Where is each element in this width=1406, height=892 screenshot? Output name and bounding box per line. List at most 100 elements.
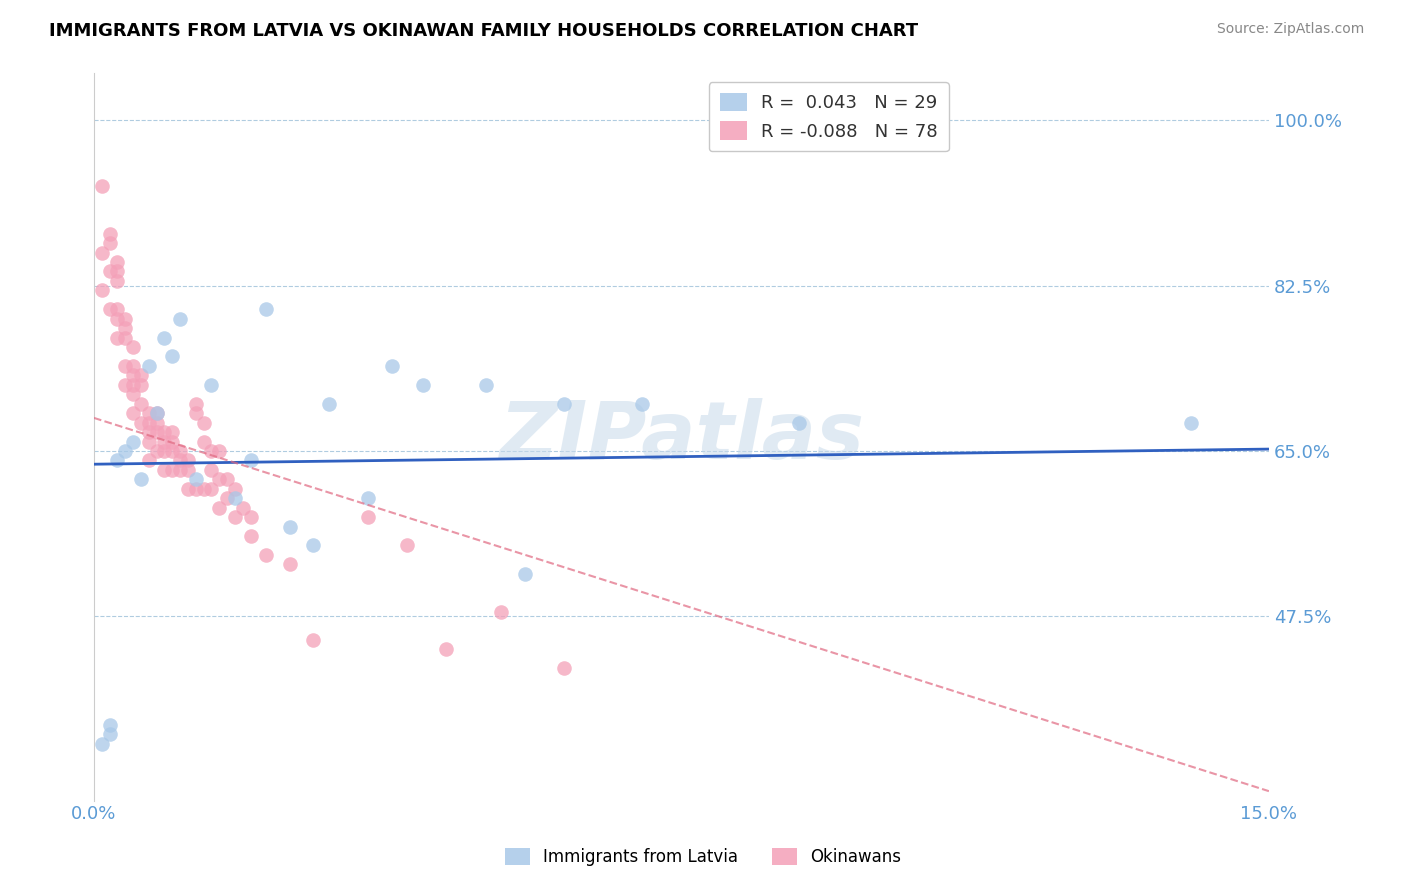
Point bbox=[436, 642, 458, 657]
Point bbox=[114, 377, 136, 392]
Point bbox=[254, 302, 277, 317]
Point bbox=[107, 330, 129, 344]
Point bbox=[787, 416, 810, 430]
Point bbox=[278, 519, 301, 533]
Point bbox=[631, 397, 654, 411]
Point bbox=[193, 416, 215, 430]
Point bbox=[90, 179, 112, 194]
Point bbox=[107, 302, 129, 317]
Point bbox=[145, 416, 167, 430]
Point bbox=[200, 377, 222, 392]
Point bbox=[200, 444, 222, 458]
Point bbox=[208, 500, 231, 515]
Point bbox=[145, 425, 167, 439]
Point bbox=[138, 453, 160, 467]
Point bbox=[553, 661, 575, 675]
Point bbox=[224, 510, 246, 524]
Point bbox=[162, 444, 184, 458]
Legend: R =  0.043   N = 29, R = -0.088   N = 78: R = 0.043 N = 29, R = -0.088 N = 78 bbox=[709, 82, 949, 152]
Point bbox=[107, 255, 129, 269]
Point bbox=[193, 482, 215, 496]
Point bbox=[162, 434, 184, 449]
Point bbox=[302, 632, 325, 647]
Point bbox=[138, 406, 160, 420]
Point bbox=[129, 472, 152, 486]
Point bbox=[208, 472, 231, 486]
Point bbox=[122, 434, 145, 449]
Point bbox=[90, 283, 112, 297]
Point bbox=[224, 491, 246, 506]
Point bbox=[208, 444, 231, 458]
Point bbox=[107, 264, 129, 278]
Point bbox=[239, 529, 262, 543]
Point bbox=[153, 330, 176, 344]
Point bbox=[412, 377, 434, 392]
Point bbox=[224, 482, 246, 496]
Point bbox=[153, 425, 176, 439]
Point bbox=[114, 359, 136, 373]
Text: IMMIGRANTS FROM LATVIA VS OKINAWAN FAMILY HOUSEHOLDS CORRELATION CHART: IMMIGRANTS FROM LATVIA VS OKINAWAN FAMIL… bbox=[49, 22, 918, 40]
Point bbox=[169, 444, 191, 458]
Point bbox=[169, 453, 191, 467]
Point bbox=[239, 510, 262, 524]
Point bbox=[122, 340, 145, 354]
Point bbox=[162, 463, 184, 477]
Legend: Immigrants from Latvia, Okinawans: Immigrants from Latvia, Okinawans bbox=[498, 841, 908, 873]
Point bbox=[114, 444, 136, 458]
Point bbox=[1180, 416, 1202, 430]
Point bbox=[129, 377, 152, 392]
Point bbox=[122, 359, 145, 373]
Point bbox=[381, 359, 404, 373]
Point bbox=[138, 416, 160, 430]
Point bbox=[153, 434, 176, 449]
Point bbox=[129, 397, 152, 411]
Point bbox=[98, 227, 121, 241]
Point bbox=[162, 425, 184, 439]
Point bbox=[474, 377, 496, 392]
Point bbox=[98, 718, 121, 732]
Point bbox=[217, 491, 239, 506]
Point bbox=[232, 500, 254, 515]
Point bbox=[513, 566, 536, 581]
Point bbox=[200, 482, 222, 496]
Point bbox=[396, 539, 419, 553]
Point bbox=[184, 472, 207, 486]
Point bbox=[278, 558, 301, 572]
Point bbox=[184, 397, 207, 411]
Point bbox=[254, 548, 277, 562]
Point bbox=[193, 434, 215, 449]
Point bbox=[553, 397, 575, 411]
Point bbox=[318, 397, 340, 411]
Point bbox=[491, 605, 513, 619]
Point bbox=[357, 510, 380, 524]
Point bbox=[138, 434, 160, 449]
Point bbox=[177, 463, 200, 477]
Point bbox=[107, 453, 129, 467]
Point bbox=[169, 463, 191, 477]
Point bbox=[145, 406, 167, 420]
Point bbox=[177, 482, 200, 496]
Point bbox=[114, 321, 136, 335]
Point bbox=[145, 406, 167, 420]
Point bbox=[129, 416, 152, 430]
Point bbox=[239, 453, 262, 467]
Point bbox=[200, 463, 222, 477]
Point bbox=[357, 491, 380, 506]
Point bbox=[138, 425, 160, 439]
Point bbox=[177, 453, 200, 467]
Point bbox=[114, 311, 136, 326]
Point bbox=[98, 236, 121, 251]
Point bbox=[145, 444, 167, 458]
Point bbox=[122, 406, 145, 420]
Point bbox=[302, 539, 325, 553]
Point bbox=[98, 302, 121, 317]
Point bbox=[169, 311, 191, 326]
Point bbox=[184, 406, 207, 420]
Point bbox=[114, 330, 136, 344]
Point bbox=[217, 472, 239, 486]
Point bbox=[98, 264, 121, 278]
Point bbox=[122, 377, 145, 392]
Point bbox=[184, 482, 207, 496]
Point bbox=[90, 737, 112, 751]
Text: ZIPatlas: ZIPatlas bbox=[499, 398, 863, 475]
